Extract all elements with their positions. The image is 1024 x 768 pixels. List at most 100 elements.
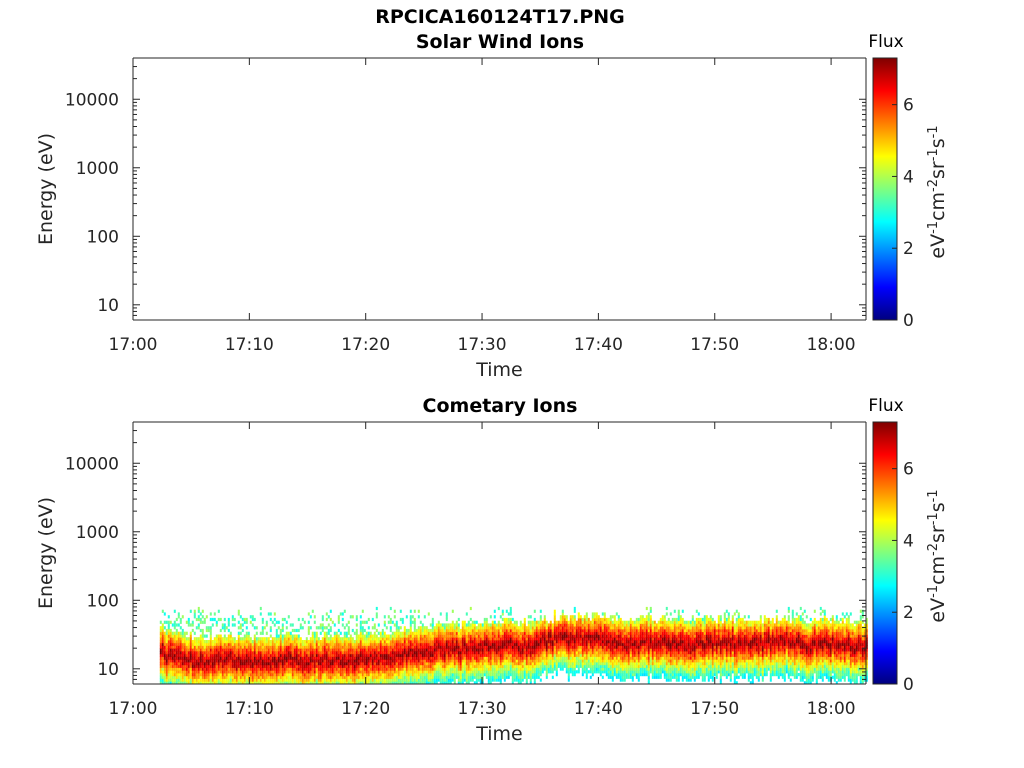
flux-cell xyxy=(189,648,192,652)
flux-cell xyxy=(205,664,208,668)
flux-cell xyxy=(195,617,198,622)
flux-cell xyxy=(467,634,470,638)
flux-cell xyxy=(401,675,404,679)
flux-cell xyxy=(229,664,232,668)
flux-cell xyxy=(357,656,360,660)
flux-cell xyxy=(345,667,348,671)
flux-cell xyxy=(175,667,178,671)
flux-cell xyxy=(573,673,576,677)
flux-cell xyxy=(337,681,340,685)
flux-cell xyxy=(569,615,572,619)
flux-cell xyxy=(299,675,302,679)
flux-cell xyxy=(339,637,342,641)
flux-cell xyxy=(187,617,190,622)
flux-cell xyxy=(265,673,268,677)
flux-cell xyxy=(267,612,270,616)
flux-cell xyxy=(241,670,244,674)
flux-cell xyxy=(233,642,236,646)
flux-cell xyxy=(387,659,390,663)
flux-cell xyxy=(431,634,434,638)
flux-cell xyxy=(277,656,280,660)
flux-cell xyxy=(293,634,296,638)
flux-cell xyxy=(525,670,528,674)
flux-cell xyxy=(467,667,470,671)
flux-cell xyxy=(255,642,258,646)
flux-cell xyxy=(495,673,498,677)
flux-cell xyxy=(267,667,270,671)
flux-cell xyxy=(325,651,328,655)
flux-cell xyxy=(311,656,314,660)
flux-cell xyxy=(271,678,274,682)
flux-cell xyxy=(453,678,456,682)
flux-cell xyxy=(171,664,174,668)
flux-cell xyxy=(279,667,282,671)
flux-cell xyxy=(453,634,456,638)
flux-cell xyxy=(603,628,606,633)
flux-cell xyxy=(391,645,394,649)
flux-cell xyxy=(381,651,384,655)
flux-cell xyxy=(413,645,416,649)
flux-cell xyxy=(159,662,162,666)
flux-cell xyxy=(361,659,364,663)
flux-cell xyxy=(327,645,330,649)
flux-cell xyxy=(457,651,460,655)
flux-cell xyxy=(329,642,332,646)
flux-cell xyxy=(617,623,620,627)
flux-cell xyxy=(523,645,526,649)
flux-cell xyxy=(183,637,186,641)
plot-area xyxy=(133,58,866,320)
flux-cell xyxy=(597,642,600,646)
flux-cell xyxy=(321,673,324,677)
flux-cell xyxy=(561,634,564,638)
flux-cell xyxy=(445,673,448,677)
flux-cell xyxy=(605,667,608,671)
flux-cell xyxy=(533,651,536,655)
flux-cell xyxy=(455,634,458,638)
flux-cell xyxy=(243,659,246,663)
flux-cell xyxy=(491,620,494,624)
flux-cell xyxy=(455,656,458,660)
flux-cell xyxy=(213,659,216,663)
flux-cell xyxy=(341,659,344,663)
flux-cell xyxy=(545,626,548,630)
flux-cell xyxy=(353,640,356,644)
flux-cell xyxy=(439,637,442,641)
flux-cell xyxy=(489,670,492,674)
flux-cell xyxy=(253,637,256,641)
flux-cell xyxy=(399,675,402,679)
flux-cell xyxy=(487,634,490,638)
flux-cell xyxy=(307,662,310,666)
flux-cell xyxy=(423,642,426,646)
flux-cell xyxy=(367,617,370,622)
flux-cell xyxy=(507,670,510,674)
flux-cell xyxy=(165,673,168,677)
flux-cell xyxy=(491,637,494,641)
flux-cell xyxy=(465,645,468,649)
flux-cell xyxy=(399,670,402,674)
flux-cell xyxy=(565,620,568,624)
flux-cell xyxy=(519,634,522,638)
flux-cell xyxy=(363,675,366,679)
flux-cell xyxy=(571,659,574,663)
flux-cell xyxy=(411,645,414,649)
flux-cell xyxy=(275,662,278,666)
flux-cell xyxy=(469,678,472,682)
flux-cell xyxy=(371,634,374,638)
flux-cell xyxy=(513,634,516,638)
flux-cell xyxy=(171,653,174,657)
flux-cell xyxy=(241,645,244,649)
flux-cell xyxy=(413,623,416,627)
flux-cell xyxy=(623,648,626,652)
flux-cell xyxy=(265,664,268,668)
flux-cell xyxy=(263,642,266,646)
flux-cell xyxy=(391,664,394,668)
flux-cell xyxy=(325,656,328,660)
flux-cell xyxy=(433,637,436,641)
flux-cell xyxy=(499,664,502,668)
flux-cell xyxy=(585,620,588,624)
flux-cell xyxy=(285,637,288,641)
flux-cell xyxy=(231,670,234,674)
flux-cell xyxy=(619,656,622,660)
flux-cell xyxy=(603,615,606,619)
flux-cell xyxy=(437,628,440,633)
